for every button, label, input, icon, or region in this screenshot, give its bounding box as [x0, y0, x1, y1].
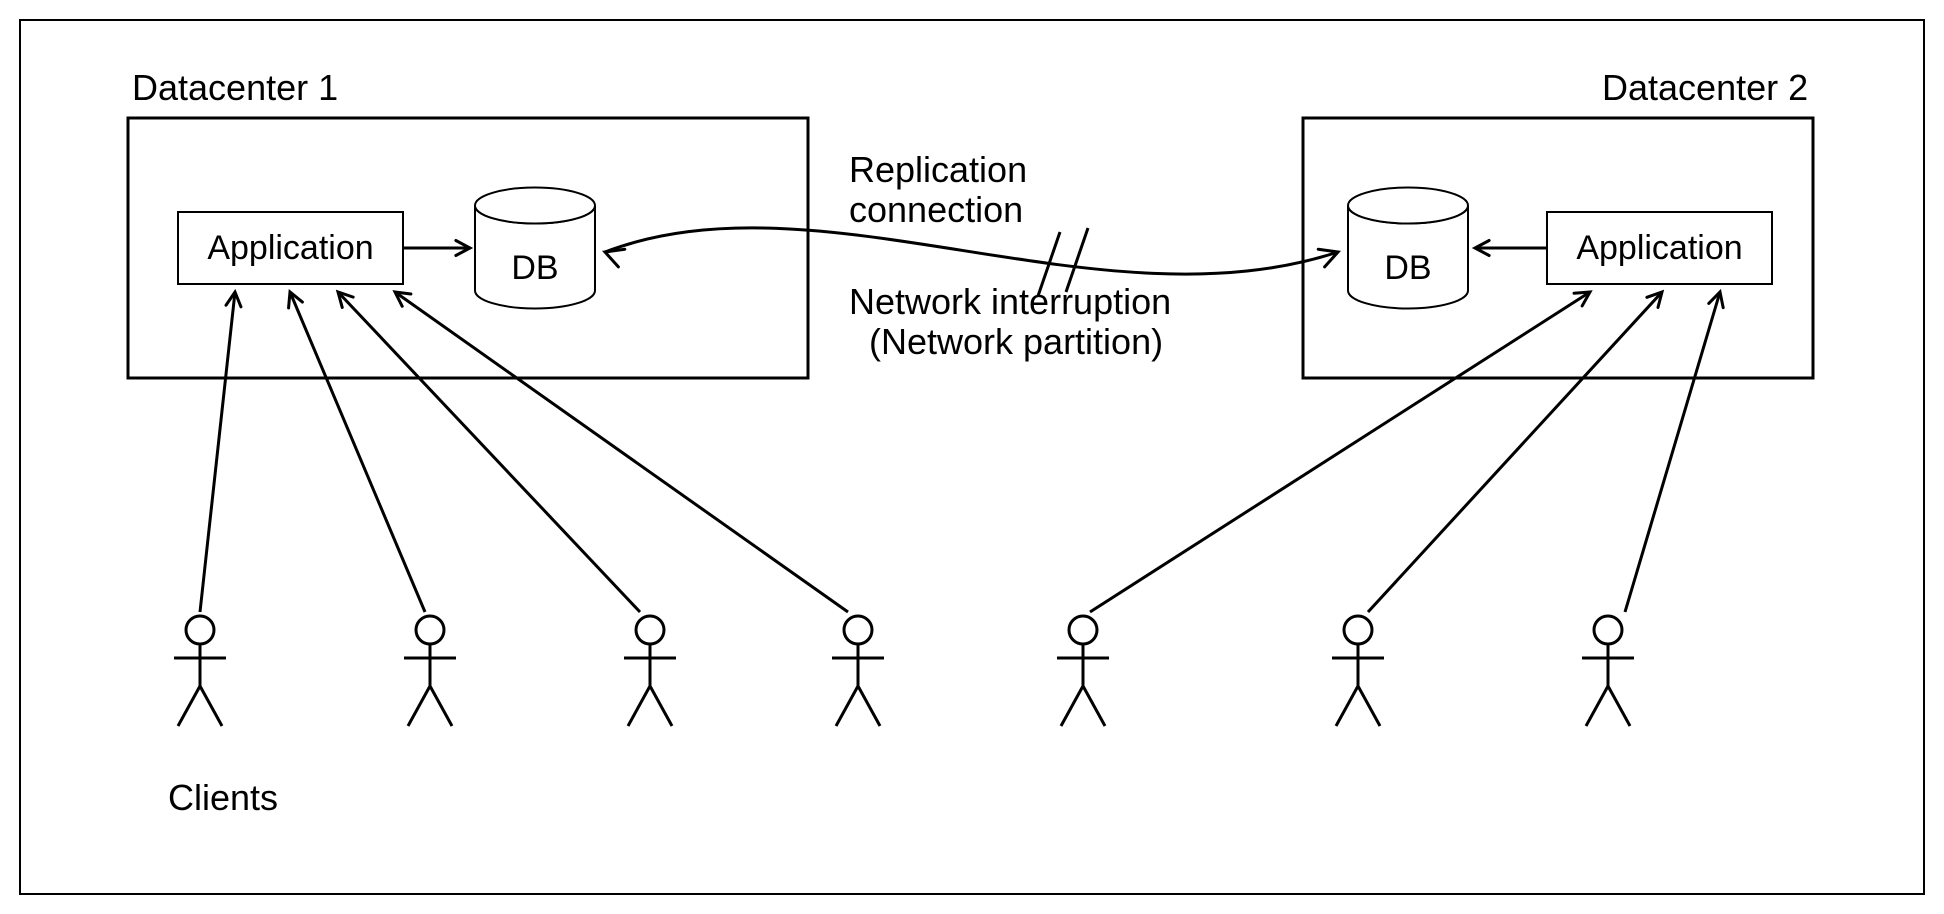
replication-label-line2: connection [849, 189, 1023, 230]
client-arrow [200, 292, 241, 612]
application-2-label: Application [1576, 229, 1742, 267]
arrow-app1-to-db1 [403, 240, 470, 255]
datacenter-2-label: Datacenter 2 [1602, 67, 1808, 108]
client-icon [832, 616, 884, 726]
interruption-label-line1: Network interruption [849, 281, 1171, 322]
replication-connection [605, 228, 1338, 274]
replication-label-line1: Replication [849, 149, 1027, 190]
application-1-label: Application [207, 229, 373, 267]
db-2-cylinder: DB [1348, 188, 1468, 309]
db-1-cylinder: DB [475, 188, 595, 309]
client-icon [174, 616, 226, 726]
client-icon [1332, 616, 1384, 726]
interruption-label-line2: (Network partition) [869, 321, 1163, 362]
client-arrow [338, 292, 640, 612]
clients-group [174, 616, 1634, 726]
client-arrow [289, 292, 425, 612]
client-icon [1582, 616, 1634, 726]
arrow-app2-to-db2 [1475, 240, 1547, 255]
client-icon [1057, 616, 1109, 726]
client-icon [624, 616, 676, 726]
application-1: Application [178, 212, 403, 284]
client-arrow [1625, 292, 1723, 612]
application-2: Application [1547, 212, 1772, 284]
clients-label: Clients [168, 777, 278, 818]
db-label: DB [1384, 249, 1431, 287]
client-icon [404, 616, 456, 726]
datacenter-1-label: Datacenter 1 [132, 67, 338, 108]
db-label: DB [511, 249, 558, 287]
client-arrow [395, 292, 848, 612]
